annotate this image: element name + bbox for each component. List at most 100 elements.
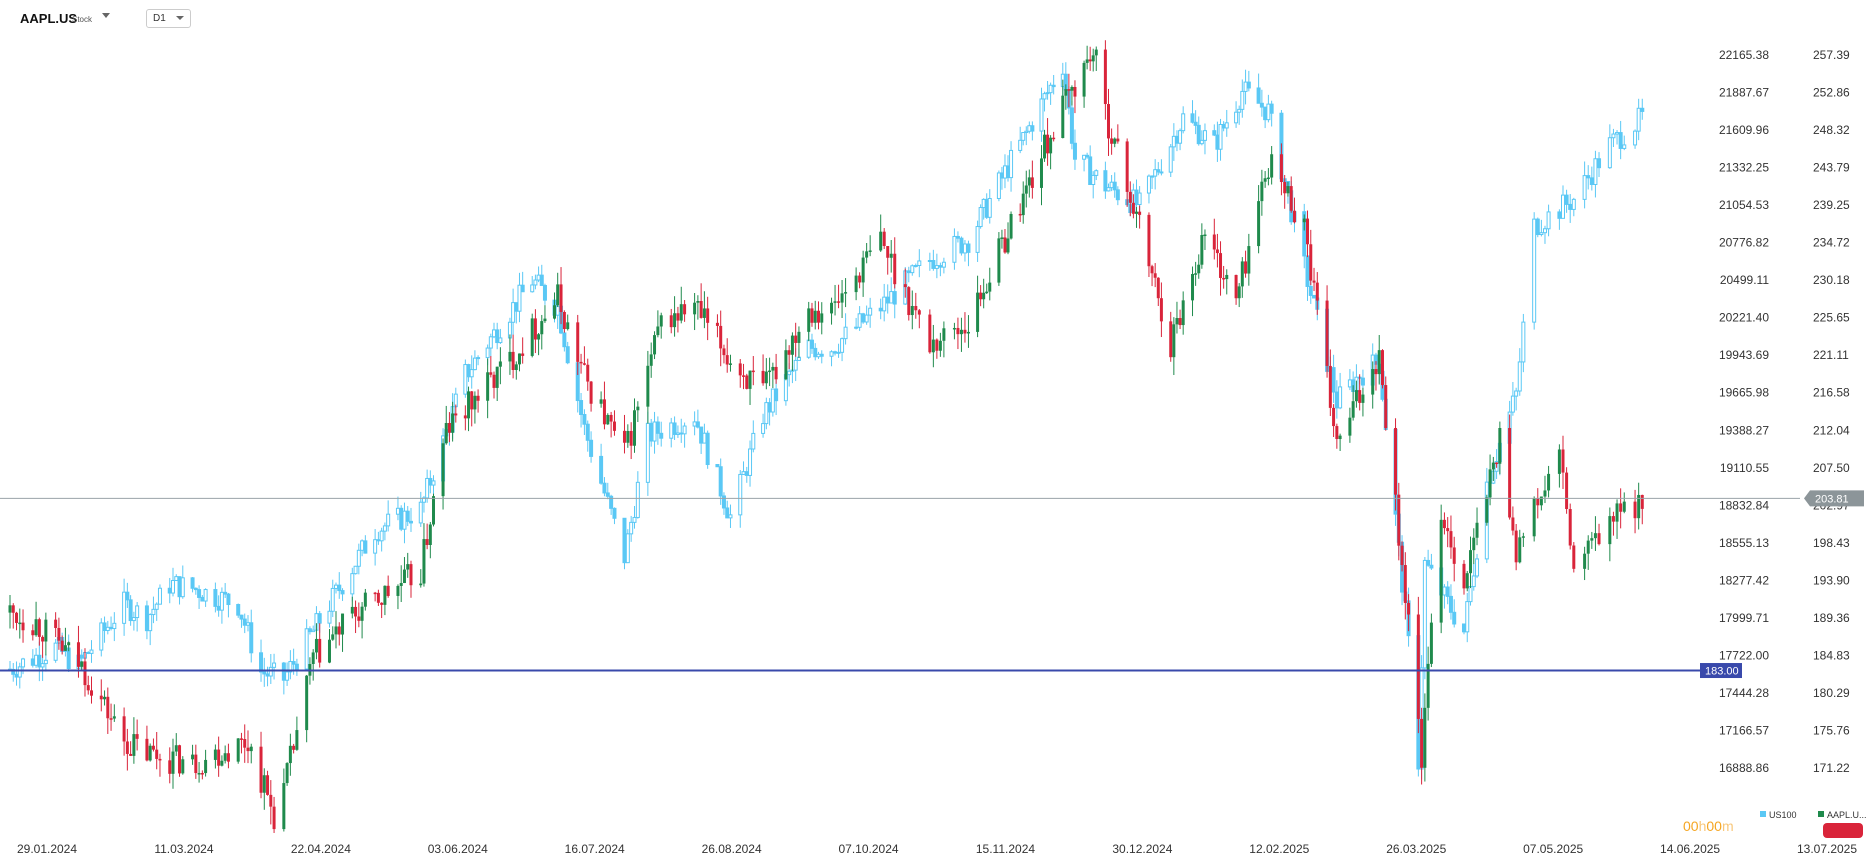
aapl-legend-badge[interactable] bbox=[1823, 823, 1863, 838]
us100-candle bbox=[715, 464, 720, 468]
us100-candle bbox=[1347, 369, 1352, 391]
aapl-candle-body bbox=[151, 745, 155, 750]
symbol-name[interactable]: AAPL.US bbox=[20, 11, 78, 26]
aapl-candle-body bbox=[599, 399, 603, 404]
us100-candle-body bbox=[1018, 139, 1023, 151]
aapl-candle bbox=[606, 413, 610, 425]
aapl-candle-body bbox=[1091, 55, 1095, 62]
us100-candle-body bbox=[376, 539, 381, 542]
aapl-candle bbox=[83, 648, 87, 697]
aapl-candle bbox=[1088, 46, 1092, 71]
us100-candle bbox=[498, 328, 503, 345]
us100-candle bbox=[728, 504, 733, 528]
aapl-candle bbox=[1091, 48, 1095, 72]
us100-candle bbox=[1024, 126, 1029, 146]
aapl-candle-body bbox=[1138, 211, 1142, 215]
aapl-candle-body bbox=[174, 745, 178, 752]
aapl-candle bbox=[1568, 503, 1572, 550]
aapl-candle-body bbox=[1260, 181, 1264, 202]
us100-candle bbox=[910, 264, 915, 276]
us100-candle-body bbox=[53, 642, 58, 661]
left-axis-tick-label: 21054.53 bbox=[1719, 198, 1769, 212]
aapl-candle bbox=[259, 731, 263, 799]
aapl-candle-body bbox=[928, 314, 932, 353]
aapl-candle bbox=[833, 284, 837, 316]
us100-candle-body bbox=[652, 421, 657, 442]
us100-candle bbox=[340, 588, 345, 601]
us100-candle-body bbox=[868, 307, 873, 316]
right-axis-tick-label: 216.58 bbox=[1813, 386, 1850, 400]
aapl-candle-body bbox=[586, 364, 590, 382]
aapl-candle bbox=[86, 675, 90, 695]
us100-candle bbox=[249, 609, 254, 663]
us100-candle-body bbox=[431, 480, 436, 486]
aapl-candle-body bbox=[1110, 138, 1114, 144]
level-price-tag[interactable]: 183.00 bbox=[1700, 663, 1742, 679]
aapl-candle-body bbox=[1325, 300, 1329, 366]
aapl-candle bbox=[337, 622, 341, 646]
us100-candle-body bbox=[105, 626, 110, 632]
us100-candle bbox=[813, 343, 818, 361]
aapl-candle-body bbox=[907, 287, 911, 316]
us100-candle-body bbox=[148, 614, 153, 632]
symbol-dropdown-chevron-down-icon[interactable] bbox=[102, 13, 110, 18]
aapl-candle bbox=[1103, 40, 1107, 120]
right-axis-tick-label: 184.83 bbox=[1813, 648, 1850, 662]
aapl-candle bbox=[1640, 494, 1644, 525]
us100-candle-body bbox=[1045, 92, 1050, 95]
date-axis-tick-label: 26.03.2025 bbox=[1386, 842, 1446, 856]
aapl-candle bbox=[659, 312, 663, 339]
us100-candle-body bbox=[285, 671, 290, 681]
us100-candle bbox=[408, 507, 413, 532]
aapl-candle bbox=[1572, 542, 1576, 573]
aapl-candle bbox=[861, 250, 865, 297]
aapl-candle bbox=[1175, 301, 1179, 334]
aapl-candle-body bbox=[1429, 622, 1433, 664]
us100-candle-body bbox=[463, 364, 468, 395]
aapl-candle bbox=[1302, 214, 1306, 231]
aapl-candle-body bbox=[626, 430, 630, 443]
us100-candle-body bbox=[30, 658, 35, 666]
us100-candle-body bbox=[307, 628, 312, 633]
aapl-candle bbox=[1085, 45, 1089, 70]
aapl-candle bbox=[612, 410, 616, 436]
aapl-candle-body bbox=[1488, 469, 1492, 498]
timeframe-select[interactable]: D1 bbox=[146, 9, 191, 28]
us100-candle bbox=[962, 240, 967, 262]
us100-candle bbox=[1338, 372, 1343, 410]
aapl-candle-body bbox=[432, 496, 436, 525]
us100-candle bbox=[425, 469, 430, 503]
aapl-candle-body bbox=[725, 355, 729, 365]
aapl-candle bbox=[1043, 129, 1047, 162]
aapl-candle-body bbox=[633, 410, 637, 446]
us100-candle-body bbox=[171, 579, 176, 594]
aapl-candle bbox=[1009, 211, 1013, 240]
aapl-candle-body bbox=[659, 315, 663, 327]
aapl-candle-body bbox=[1263, 178, 1267, 182]
us100-candle bbox=[1633, 129, 1638, 149]
us100-candle-body bbox=[203, 589, 208, 602]
aapl-candle-body bbox=[517, 353, 521, 365]
aapl-candle-body bbox=[311, 652, 315, 665]
aapl-candle bbox=[428, 521, 432, 559]
us100-candle-body bbox=[761, 423, 766, 434]
us100-candle bbox=[520, 271, 525, 293]
us100-candle bbox=[632, 505, 637, 529]
aapl-candle-body bbox=[1374, 369, 1378, 375]
us100-candle bbox=[1331, 354, 1336, 403]
date-axis-tick-label: 07.05.2025 bbox=[1523, 842, 1583, 856]
us100-candle-body bbox=[679, 432, 684, 435]
us100-candle bbox=[1237, 105, 1242, 125]
us100-candle-body bbox=[1030, 125, 1035, 132]
aapl-candle bbox=[148, 743, 152, 762]
aapl-candle bbox=[1358, 374, 1362, 411]
us100-candle bbox=[1266, 94, 1271, 123]
us100-candle bbox=[1159, 159, 1164, 176]
us100-candle bbox=[917, 249, 922, 278]
us100-candle-body bbox=[767, 402, 772, 413]
aapl-candle bbox=[1380, 349, 1384, 389]
timer-hours-unit: h bbox=[1699, 818, 1707, 834]
aapl-candle bbox=[191, 744, 195, 765]
aapl-candle bbox=[1384, 376, 1388, 431]
